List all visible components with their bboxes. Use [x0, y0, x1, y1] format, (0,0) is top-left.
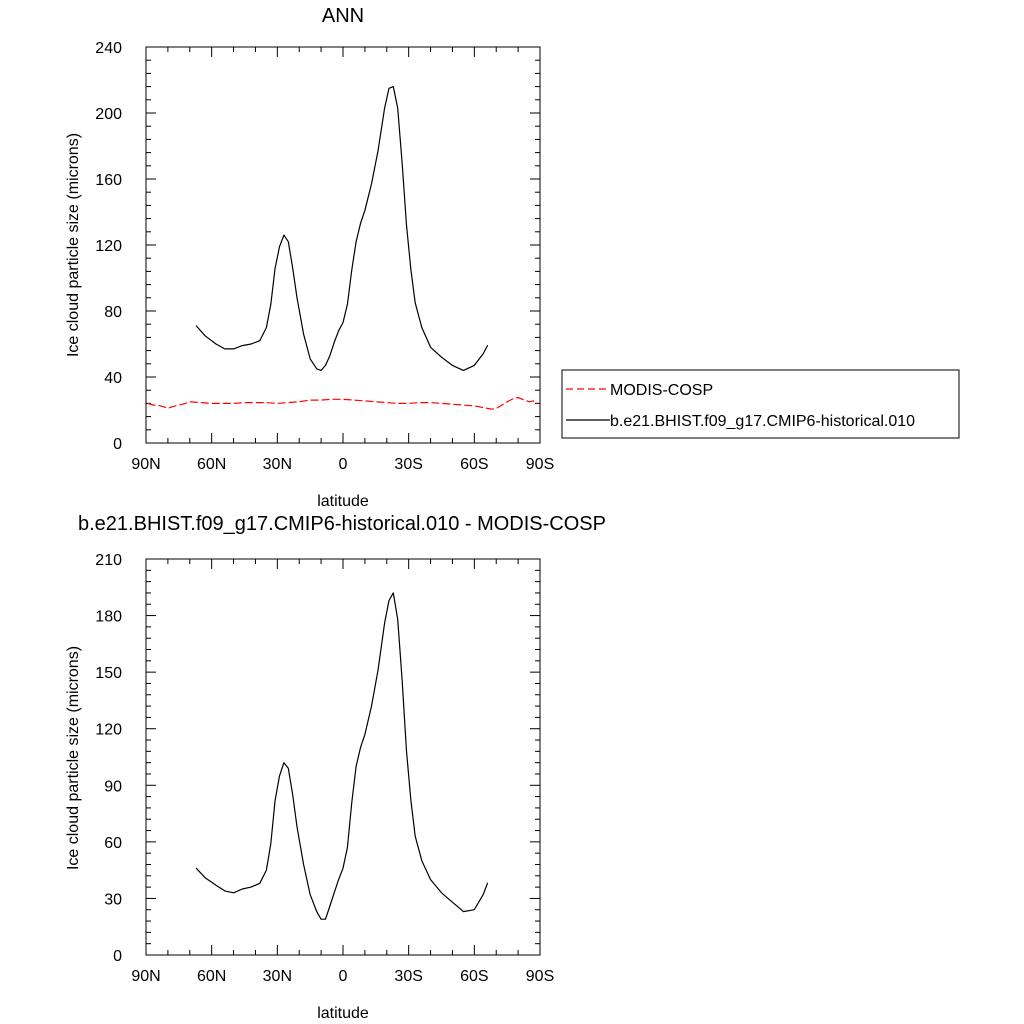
x-tick-label: 90S — [526, 968, 554, 985]
y-tick-label: 40 — [104, 370, 122, 387]
y-tick-label: 180 — [95, 609, 122, 626]
x-tick-label: 60S — [460, 456, 488, 473]
series-line-0-0 — [147, 397, 539, 410]
x-tick-label: 60N — [197, 456, 226, 473]
y-tick-label: 60 — [104, 835, 122, 852]
x-tick-label: 60N — [197, 968, 226, 985]
x-tick-label: 90N — [131, 456, 160, 473]
legend-box — [561, 369, 960, 439]
y-tick-label: 210 — [95, 552, 122, 569]
y-tick-label: 200 — [95, 106, 122, 123]
series-line-1-0 — [195, 592, 489, 920]
x-tick-label: 0 — [339, 456, 348, 473]
chart-bottom-xlabel: latitude — [317, 1005, 369, 1022]
chart-top-xlabel: latitude — [317, 493, 369, 510]
legend: MODIS-COSP b.e21.BHIST.f09_g17.CMIP6-his… — [561, 369, 960, 439]
x-tick-label: 30N — [263, 456, 292, 473]
x-tick-label: 90N — [131, 968, 160, 985]
x-tick-label: 30S — [394, 968, 422, 985]
y-tick-label: 0 — [113, 436, 122, 453]
x-tick-label: 60S — [460, 968, 488, 985]
x-tick-label: 0 — [339, 968, 348, 985]
legend-label-modis: MODIS-COSP — [610, 382, 713, 399]
y-tick-label: 80 — [104, 304, 122, 321]
chart-top-frame — [145, 46, 541, 444]
series-line-0-1 — [195, 85, 489, 371]
chart-top: ANN latitude Ice cloud particle size (mi… — [65, 5, 554, 510]
chart-bottom-title: b.e21.BHIST.f09_g17.CMIP6-historical.010… — [78, 513, 606, 535]
y-tick-label: 160 — [95, 172, 122, 189]
y-tick-label: 30 — [104, 891, 122, 908]
y-tick-label: 120 — [95, 722, 122, 739]
y-tick-label: 240 — [95, 40, 122, 57]
y-tick-label: 150 — [95, 665, 122, 682]
x-tick-label: 30S — [394, 456, 422, 473]
chart-top-title: ANN — [322, 5, 364, 27]
chart-bottom: b.e21.BHIST.f09_g17.CMIP6-historical.010… — [65, 513, 606, 1022]
legend-label-model: b.e21.BHIST.f09_g17.CMIP6-historical.010 — [610, 413, 915, 430]
y-tick-label: 120 — [95, 238, 122, 255]
x-tick-label: 90S — [526, 456, 554, 473]
chart-bottom-ylabel: Ice cloud particle size (microns) — [65, 646, 82, 870]
chart-bottom-frame — [145, 558, 541, 956]
x-tick-label: 30N — [263, 968, 292, 985]
chart-top-ylabel: Ice cloud particle size (microns) — [65, 133, 82, 357]
y-tick-label: 0 — [113, 948, 122, 965]
y-tick-label: 90 — [104, 778, 122, 795]
